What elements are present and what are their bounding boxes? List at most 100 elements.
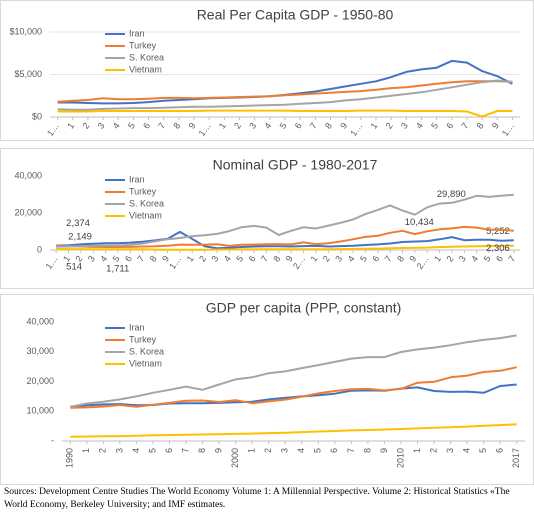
x-tick-label: 8 [271, 254, 282, 264]
legend-label: S. Korea [129, 346, 164, 356]
x-tick-label: 7 [259, 254, 270, 264]
x-tick-label: 2 [98, 448, 108, 453]
x-tick-label: 9 [284, 254, 295, 264]
source-note: Sources: Development Centre Studies The … [4, 487, 510, 510]
x-tick-label: 2 [73, 254, 84, 264]
x-tick-label: 6 [164, 448, 174, 453]
data-label: 10,434 [405, 217, 434, 228]
x-tick-label: 4 [414, 121, 425, 131]
x-tick-label: 5 [147, 448, 157, 453]
data-label: 29,890 [437, 189, 466, 200]
x-tick-label: 2… [415, 254, 431, 271]
legend-label: Turkey [129, 186, 157, 196]
x-tick-label: 6 [293, 121, 304, 131]
data-label: 2,306 [486, 243, 510, 254]
series-line [56, 230, 514, 250]
x-tick-label: 2000 [230, 448, 240, 468]
x-tick-label: 4 [111, 121, 122, 131]
x-tick-label: 8 [395, 254, 406, 264]
x-tick-label: 4 [98, 254, 109, 264]
x-tick-label: 2 [263, 448, 273, 453]
y-tick-label: $10,000 [9, 26, 42, 36]
x-tick-label: 7 [346, 448, 356, 453]
x-tick-label: 3 [96, 121, 107, 131]
y-tick-label: 30,000 [26, 346, 54, 356]
y-tick-label: $5,000 [14, 69, 42, 79]
x-tick-label: 4 [131, 448, 141, 453]
x-tick-label: 3 [280, 448, 290, 453]
x-tick-label: 2 [321, 254, 332, 264]
legend-label: Iran [129, 174, 145, 184]
x-tick-label: 8 [475, 121, 486, 131]
x-tick-label: 1… [348, 121, 364, 138]
chart-title: Nominal GDP - 1980-2017 [213, 157, 378, 173]
x-tick-label: 8 [323, 121, 334, 131]
x-tick-label: 7 [506, 254, 517, 264]
x-tick-label: 4 [462, 448, 472, 453]
x-tick-label: 6 [494, 254, 505, 264]
x-tick-label: 8 [197, 448, 207, 453]
data-label: 5,252 [486, 226, 510, 237]
chart-title: Real Per Capita GDP - 1950-80 [197, 7, 394, 23]
x-tick-label: 3 [209, 254, 220, 264]
x-tick-label: 1 [368, 121, 379, 131]
x-tick-label: 5 [478, 448, 488, 453]
series-line [57, 80, 513, 103]
x-tick-label: 7 [156, 121, 167, 131]
legend-label: S. Korea [129, 198, 164, 208]
x-tick-label: 1 [61, 254, 72, 264]
x-tick-label: 2 [232, 121, 243, 131]
legend-label: Turkey [129, 334, 157, 344]
x-tick-label: 6 [370, 254, 381, 264]
x-tick-label: 5 [482, 254, 493, 264]
x-tick-label: 5 [111, 254, 122, 264]
series-line [56, 193, 514, 248]
y-tick-label: 20,000 [26, 376, 54, 386]
x-tick-label: 2 [444, 254, 455, 264]
y-tick-label: 40,000 [26, 316, 54, 326]
x-tick-label: 2 [197, 254, 208, 264]
y-tick-label: 40,000 [14, 170, 42, 180]
charts: Real Per Capita GDP - 1950-80 $0 $5,000 $10… [0, 0, 534, 485]
data-label: 2,374 [66, 218, 90, 229]
x-tick-label: 3 [333, 254, 344, 264]
x-tick-label: 7 [459, 121, 470, 131]
y-tick-label: $0 [32, 111, 42, 121]
y-tick-label: 0 [37, 244, 42, 254]
x-tick-label: 3 [86, 254, 97, 264]
x-tick-label: 2 [384, 121, 395, 131]
x-tick-label: 3 [399, 121, 410, 131]
x-tick-label: 5 [313, 448, 323, 453]
x-tick-label: 6 [247, 254, 258, 264]
x-tick-label: 4 [469, 254, 480, 264]
series-line [70, 366, 517, 409]
x-tick-label: 9 [338, 121, 349, 131]
data-label: 2,149 [68, 232, 92, 243]
x-tick-label: 1 [217, 121, 228, 131]
x-tick-label: 7 [180, 448, 190, 453]
x-tick-label: 1… [500, 121, 516, 138]
x-tick-label: 1 [432, 254, 443, 264]
x-tick-label: 4 [296, 448, 306, 453]
x-tick-label: 2 [80, 121, 91, 131]
y-tick-label: 10,000 [26, 406, 54, 416]
y-tick-label: - [51, 435, 54, 445]
x-tick-label: 1 [308, 254, 319, 264]
legend-label: Vietnam [129, 64, 162, 74]
x-tick-label: 7 [308, 121, 319, 131]
x-tick-label: 4 [222, 254, 233, 264]
x-tick-label: 5 [234, 254, 245, 264]
x-tick-label: 8 [362, 448, 372, 453]
x-tick-label: 9 [407, 254, 418, 264]
chart-title: GDP per capita (PPP, constant) [206, 300, 402, 316]
series-line [56, 244, 514, 251]
x-tick-label: 3 [445, 448, 455, 453]
legend-label: Turkey [129, 40, 157, 50]
y-tick-label: 20,000 [14, 207, 42, 217]
series-line [70, 423, 517, 438]
x-tick-label: 6 [141, 121, 152, 131]
x-tick-label: 1… [197, 121, 213, 138]
series-line [57, 79, 513, 111]
x-tick-label: 9 [213, 448, 223, 453]
